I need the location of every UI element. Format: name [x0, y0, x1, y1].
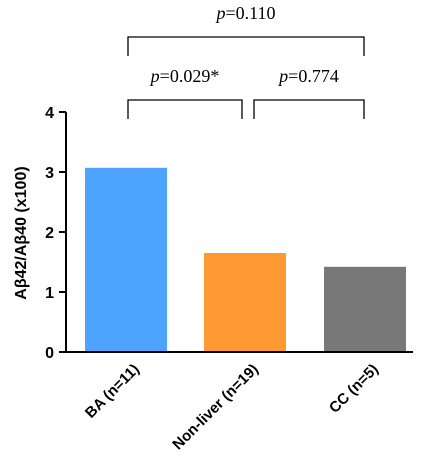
bar [324, 266, 406, 352]
x-tick-label: BA (n=11) [82, 361, 143, 422]
bar [85, 167, 167, 352]
x-tick-label: CC (n=5) [326, 361, 382, 417]
p-value-label: p=0.110 [215, 3, 276, 23]
significance-bracket [127, 99, 243, 119]
y-tick-label: 3 [45, 165, 54, 182]
bar [204, 253, 286, 352]
y-axis-label: Aβ42/Aβ40 (x100) [13, 166, 30, 299]
bars [85, 167, 406, 352]
y-tick-label: 0 [45, 345, 54, 362]
y-tick-label: 4 [45, 105, 54, 122]
x-tick-label: Non-liver (n=19) [169, 361, 261, 453]
p-value-label: p=0.774 [277, 66, 339, 86]
p-value-label: p=0.029* [149, 66, 220, 86]
x-axis-categories: BA (n=11) Non-liver (n=19) CC (n=5) [82, 361, 382, 453]
y-tick-label: 2 [45, 225, 54, 242]
significance-bracket [253, 99, 365, 119]
significance-brackets: p=0.110 p=0.029* p=0.774 [127, 3, 365, 119]
y-tick-label: 1 [45, 285, 54, 302]
y-axis-ticks: 0 1 2 3 4 [45, 105, 66, 362]
significance-bracket [127, 36, 365, 56]
